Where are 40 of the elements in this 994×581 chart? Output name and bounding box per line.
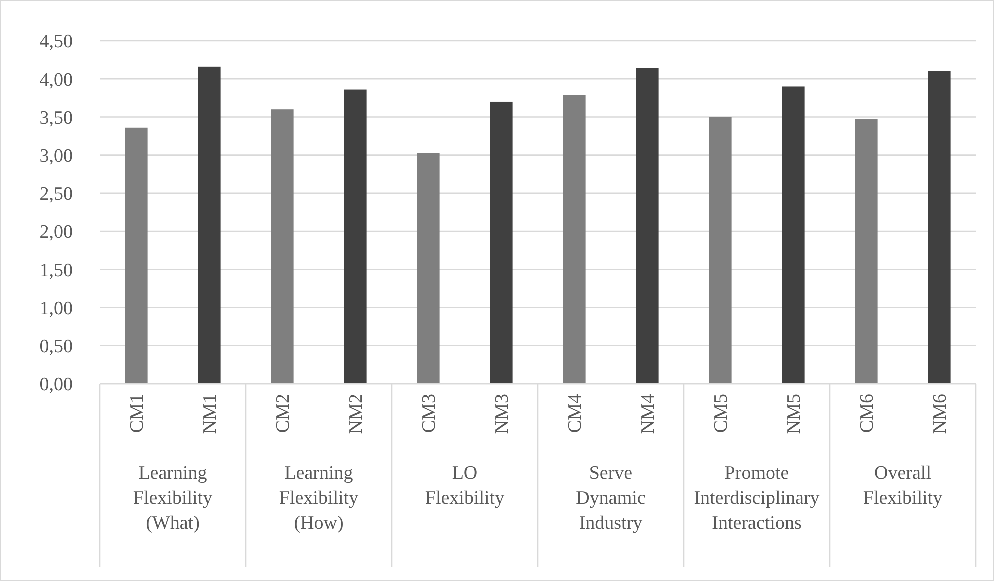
- y-tick-label: 0,50: [40, 336, 73, 358]
- y-tick-label: 4,00: [40, 70, 73, 91]
- bar: [125, 128, 148, 384]
- x-tick-label: NM6: [930, 394, 952, 434]
- bar: [709, 117, 732, 384]
- text: Learning Flexibility (What): [133, 463, 214, 534]
- x-tick-label: NM5: [784, 394, 806, 434]
- text: Serve Dynamic Industry: [576, 463, 646, 534]
- text: Overall Flexibility: [863, 463, 944, 509]
- x-tick-label: CM5: [711, 394, 732, 434]
- x-tick-label: NM4: [638, 394, 660, 434]
- bar: [563, 95, 586, 384]
- x-tick-label: NM2: [346, 394, 368, 434]
- x-tick-label: CM6: [857, 394, 878, 434]
- bar: [855, 120, 878, 384]
- y-tick-label: 3,50: [40, 108, 73, 129]
- bar: [636, 68, 659, 384]
- x-tick-label: CM1: [127, 394, 148, 434]
- x-tick-label: CM2: [273, 394, 294, 434]
- y-tick-label: 3,00: [40, 146, 73, 167]
- y-tick-label: 2,00: [40, 222, 73, 244]
- bar: [928, 71, 951, 384]
- x-tick-label: CM3: [419, 394, 440, 434]
- y-tick-label: 4,50: [40, 32, 73, 53]
- bar: [490, 102, 513, 384]
- x-tick-label: CM4: [565, 394, 586, 434]
- y-tick-label: 1,50: [40, 260, 73, 282]
- bar: [417, 153, 440, 384]
- y-tick-label: 1,00: [40, 298, 73, 320]
- y-tick-label: 0,00: [40, 374, 73, 396]
- text: Promote Interdisciplinary Interactions: [694, 463, 820, 534]
- bar: [344, 90, 367, 384]
- bar: [782, 86, 805, 384]
- text: LO Flexibility: [425, 463, 506, 509]
- x-tick-label: NM1: [200, 394, 222, 434]
- text: Learning Flexibility (How): [279, 463, 360, 534]
- y-tick-label: 2,50: [40, 184, 73, 206]
- bar: [198, 66, 221, 384]
- x-tick-label: NM3: [492, 394, 514, 434]
- bar: [271, 110, 294, 384]
